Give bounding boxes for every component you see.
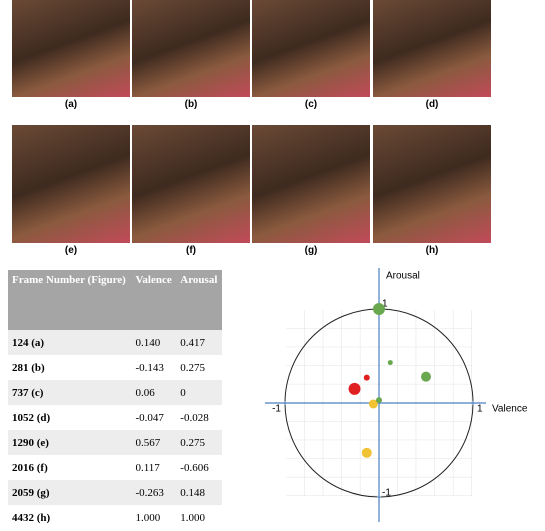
table-cell: 0.417: [176, 330, 222, 355]
x-axis-label: Valence: [492, 404, 528, 415]
header-cell: Frame Number (Figure): [8, 270, 132, 330]
point: [361, 447, 372, 458]
panel-label: (h): [425, 245, 439, 256]
table-row: 124 (a) 0.140 0.417: [8, 330, 222, 355]
photo: [12, 0, 130, 97]
table-cell: 0.06: [131, 380, 177, 405]
panel-label: (a): [64, 99, 78, 110]
table-cell: 1052 (d): [12, 411, 51, 424]
header-cell: Valence: [131, 270, 177, 330]
panel-label: (g): [304, 245, 318, 256]
panel-label: (e): [64, 245, 78, 256]
point: [363, 374, 370, 381]
point: [348, 382, 361, 395]
table-row: 4432 (h) 1.000 1.000: [8, 505, 222, 530]
table-cell: 0.567: [131, 430, 177, 455]
x-tick-label: -1: [272, 404, 281, 415]
table-cell: 1.000: [135, 511, 161, 524]
panel-label: (c): [304, 99, 318, 110]
x-tick-label: 1: [477, 404, 483, 415]
y-axis-label: Arousal: [386, 271, 420, 282]
table-cell: 0.117: [135, 461, 160, 474]
point: [368, 399, 378, 409]
photo: [252, 125, 370, 243]
photo: [373, 125, 491, 243]
table-cell: 0.275: [176, 430, 222, 455]
photo: [12, 125, 130, 243]
table-cell: 2059 (g): [8, 480, 132, 505]
point: [376, 397, 382, 404]
photo: [252, 0, 370, 97]
y-tick-label: 1: [382, 299, 388, 310]
panel-label: (f): [186, 245, 196, 256]
table-row: 737 (c) 0.06 0: [8, 380, 222, 405]
header-cell: Arousal: [176, 270, 222, 330]
table-row: 2016 (f) 0.117 -0.606: [8, 455, 222, 480]
panel-label: (b): [184, 99, 198, 110]
table-header: Frame Number (Figure) Valence Arousal: [8, 270, 222, 330]
photo: [373, 0, 491, 97]
point: [387, 360, 393, 366]
panel-label: (d): [425, 99, 439, 110]
table-cell: 0.140: [131, 330, 177, 355]
table-cell: 2016 (f): [12, 461, 48, 474]
table-row: 2059 (g) -0.263 0.148: [8, 480, 222, 505]
table-cell: 4432 (h): [12, 511, 51, 524]
photo: [132, 0, 250, 97]
table-cell: 281 (b): [12, 361, 45, 374]
data-table: Frame Number (Figure) Valence Arousal 124 …: [8, 270, 222, 530]
point: [373, 303, 385, 315]
table-row: 1290 (e) 0.567 0.275: [8, 430, 222, 455]
table-cell: 737 (c): [8, 380, 132, 405]
point: [421, 371, 431, 382]
table-cell: 1.000: [180, 511, 206, 524]
table-body: 124 (a) 0.140 0.417 281 (b) -0.143 0.275 737 (…: [8, 330, 222, 530]
table-cell: 0: [176, 380, 222, 405]
table-row: 281 (b) -0.143 0.275: [8, 355, 222, 380]
table-cell: -0.047: [135, 411, 164, 424]
y-tick-label: -1: [382, 488, 391, 499]
table-cell: 0.275: [180, 361, 206, 374]
table-cell: -0.143: [135, 361, 164, 374]
table-cell: 124 (a): [8, 330, 132, 355]
table-cell: -0.263: [131, 480, 177, 505]
table-cell: -0.028: [180, 411, 209, 424]
table-cell: 1290 (e): [8, 430, 132, 455]
table-cell: -0.606: [180, 461, 209, 474]
photo: [132, 125, 250, 243]
table-cell: 0.148: [176, 480, 222, 505]
table-row: 1052 (d) -0.047 -0.028: [8, 405, 222, 430]
